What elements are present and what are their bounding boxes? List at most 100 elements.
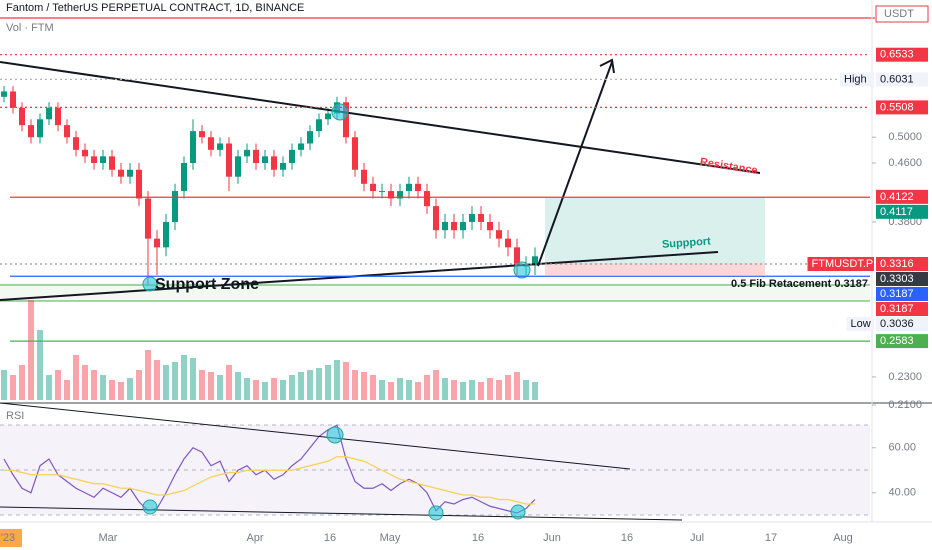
rsi-tick-label: 40.00 — [888, 487, 916, 499]
candle-body — [19, 107, 25, 126]
volume-bar — [487, 378, 493, 400]
volume-bar — [208, 372, 214, 400]
candle-body — [478, 213, 484, 222]
candle-body — [190, 131, 196, 163]
level-box — [876, 100, 928, 115]
volume-bar — [46, 375, 52, 400]
candle-body — [361, 169, 367, 184]
candle-body — [451, 221, 457, 231]
candle-body — [343, 102, 349, 138]
level-box — [876, 189, 928, 204]
rsi-trend — [0, 402, 631, 470]
candle-body — [307, 131, 313, 144]
rsi-title: RSI — [6, 410, 24, 422]
volume-bar — [505, 375, 511, 400]
volume-bar — [298, 372, 304, 400]
stop-box — [545, 263, 765, 275]
volume-bar — [154, 360, 160, 400]
x-tick-label: 17 — [765, 532, 777, 544]
candle-body — [433, 206, 439, 231]
volume-bar — [352, 370, 358, 400]
level-value: 0.6533 — [880, 49, 914, 61]
candle-body — [73, 137, 79, 150]
support-zone — [0, 283, 870, 301]
volume-bar — [136, 370, 142, 400]
candle-body — [271, 156, 277, 170]
level-box — [876, 204, 928, 219]
volume-bar — [82, 365, 88, 400]
level-value: 0.4122 — [880, 191, 914, 203]
rsi-tick-label: 60.00 — [888, 442, 916, 454]
candle-body — [172, 191, 178, 222]
volume-bar — [325, 365, 331, 400]
level-name: High — [844, 73, 867, 85]
volume-title: Vol · FTM — [6, 22, 54, 34]
candle-body — [82, 149, 88, 157]
x-tick-label: 16 — [324, 532, 336, 544]
support-label: Suppport — [662, 235, 712, 250]
candle-body — [325, 113, 331, 120]
candle-body — [415, 183, 421, 192]
candle-body — [226, 143, 232, 177]
candle-body — [352, 137, 358, 170]
candle-body — [46, 107, 52, 120]
target-box — [545, 197, 765, 263]
candle-body — [1, 91, 7, 97]
candle-body — [199, 131, 205, 138]
volume-bar — [334, 360, 340, 400]
volume-bar — [316, 368, 322, 400]
candle-body — [37, 119, 43, 138]
candle-body — [217, 143, 223, 150]
candle-body — [505, 238, 511, 248]
volume-bar — [64, 380, 70, 400]
level-box — [876, 317, 928, 332]
candle-body — [244, 149, 250, 157]
level-value: 0.5508 — [880, 101, 914, 113]
candle-body — [118, 169, 124, 177]
currency-box — [875, 5, 929, 23]
candle-body — [406, 183, 412, 192]
volume-bar — [217, 375, 223, 400]
y-tick-label: 0.2100 — [888, 399, 922, 411]
candle-body — [181, 162, 187, 192]
marker — [513, 261, 531, 279]
volume-bar — [145, 350, 151, 400]
marker — [142, 499, 158, 515]
volume-bar — [28, 300, 34, 400]
volume-bar — [262, 382, 268, 400]
candle-body — [460, 221, 466, 231]
volume-bar — [19, 365, 25, 400]
volume-bar — [226, 365, 232, 400]
markers — [142, 103, 531, 521]
volume-bar — [406, 380, 412, 400]
volume-bar — [514, 372, 520, 400]
candle-body — [163, 221, 169, 248]
candle-body — [280, 162, 286, 170]
volume-bar — [361, 372, 367, 400]
marker — [510, 504, 526, 520]
candle-body — [208, 137, 214, 150]
volume-bar — [118, 382, 124, 400]
volume-bar — [496, 380, 502, 400]
candle-body — [388, 191, 394, 199]
x-tick-label: Mar — [99, 532, 118, 544]
x-tick-label: 16 — [472, 532, 484, 544]
level-name-box — [840, 72, 874, 87]
candle-body — [379, 191, 385, 193]
plot — [1, 86, 538, 514]
volume-bar — [379, 380, 385, 400]
level-name: FTMUSDT.P — [812, 258, 874, 270]
candle-body — [154, 238, 160, 248]
level-value: 0.3036 — [880, 318, 914, 330]
x-label-box — [0, 529, 22, 547]
resistance-line — [0, 61, 761, 174]
level-box — [876, 287, 928, 302]
x-tick-label: Jun — [543, 532, 561, 544]
level-name-box — [846, 317, 874, 332]
candle-body — [469, 213, 475, 222]
volume-bar — [451, 380, 457, 400]
candle-body — [127, 169, 133, 177]
candle-body — [424, 191, 430, 207]
candle-body — [145, 198, 151, 239]
